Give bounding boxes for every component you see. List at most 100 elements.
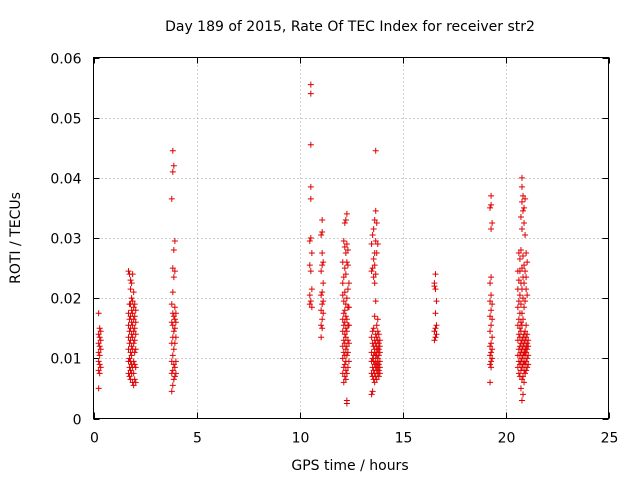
data-point	[489, 316, 496, 323]
data-point	[170, 328, 177, 335]
data-point	[523, 349, 530, 356]
data-point	[521, 304, 528, 311]
data-point	[343, 316, 350, 323]
data-point	[375, 352, 382, 359]
axis-ticks	[93, 57, 610, 420]
data-point	[341, 319, 348, 326]
y-tick-label: 0.05	[50, 112, 81, 128]
data-point	[169, 289, 176, 296]
grid-lines	[93, 57, 609, 419]
data-point	[520, 316, 527, 323]
data-point	[169, 382, 176, 389]
y-tick-label: 0.01	[50, 352, 81, 368]
data-point	[320, 259, 327, 266]
data-point	[344, 247, 351, 254]
data-point	[345, 280, 352, 287]
data-point	[524, 346, 531, 353]
data-point	[518, 355, 525, 362]
data-point	[319, 262, 326, 269]
data-point	[517, 319, 524, 326]
data-point	[97, 346, 104, 353]
data-point	[375, 340, 382, 347]
data-point	[319, 301, 326, 308]
data-point	[95, 358, 102, 365]
data-point	[344, 262, 351, 269]
data-point	[129, 334, 136, 341]
data-point	[344, 337, 351, 344]
data-point	[170, 247, 177, 254]
data-point	[318, 307, 325, 314]
data-point	[171, 316, 178, 323]
data-point	[132, 307, 139, 314]
data-point	[520, 192, 527, 199]
data-point	[130, 340, 137, 347]
data-point	[521, 262, 528, 269]
y-tick-label: 0	[73, 413, 82, 429]
data-point	[373, 250, 380, 257]
data-point	[129, 322, 136, 329]
data-point	[369, 388, 376, 395]
data-point	[128, 280, 135, 287]
data-point	[129, 271, 136, 278]
data-point	[371, 313, 378, 320]
data-point	[171, 304, 178, 311]
data-point	[342, 216, 349, 223]
data-point	[95, 349, 102, 356]
data-point	[432, 334, 439, 341]
data-point	[373, 334, 380, 341]
data-point	[307, 268, 314, 275]
data-point	[518, 397, 525, 404]
data-point	[127, 286, 134, 293]
data-point	[372, 147, 379, 154]
data-point	[487, 352, 494, 359]
data-point	[341, 331, 348, 338]
data-point	[343, 397, 350, 404]
data-point	[372, 238, 379, 245]
data-point	[128, 295, 135, 302]
data-point	[126, 373, 133, 380]
data-point	[431, 328, 438, 335]
data-point	[345, 322, 352, 329]
data-point	[374, 241, 381, 248]
y-axis-title: ROTI / TECUs	[8, 192, 24, 284]
data-point	[371, 216, 378, 223]
data-point	[341, 289, 348, 296]
data-point	[342, 250, 349, 257]
data-point	[518, 174, 525, 181]
data-point	[488, 201, 495, 208]
data-point	[374, 355, 381, 362]
data-point	[369, 231, 376, 238]
data-point	[339, 355, 346, 362]
data-point	[131, 325, 138, 332]
data-point	[488, 192, 495, 199]
data-point	[516, 268, 523, 275]
data-point	[343, 259, 350, 266]
data-point	[340, 298, 347, 305]
data-point	[516, 325, 523, 332]
data-point	[518, 265, 525, 272]
data-point	[306, 292, 313, 299]
data-point	[518, 376, 525, 383]
data-point	[172, 358, 179, 365]
data-point	[370, 225, 377, 232]
data-point	[319, 316, 326, 323]
data-point	[433, 322, 440, 329]
data-point	[373, 219, 380, 226]
x-axis-tick-labels: 0 5 10 15 20 25	[90, 431, 618, 447]
data-point	[368, 268, 375, 275]
data-point	[375, 367, 382, 374]
plot-frame	[93, 57, 609, 419]
x-tick-label: 20	[498, 431, 516, 447]
x-tick-label: 5	[193, 431, 202, 447]
data-point	[520, 373, 527, 380]
data-point	[342, 301, 349, 308]
data-point	[307, 298, 314, 305]
data-point	[169, 367, 176, 374]
data-point	[132, 319, 139, 326]
data-point	[129, 298, 136, 305]
data-point	[169, 265, 176, 272]
data-point	[369, 328, 376, 335]
data-point	[489, 301, 496, 308]
data-point	[340, 379, 347, 386]
